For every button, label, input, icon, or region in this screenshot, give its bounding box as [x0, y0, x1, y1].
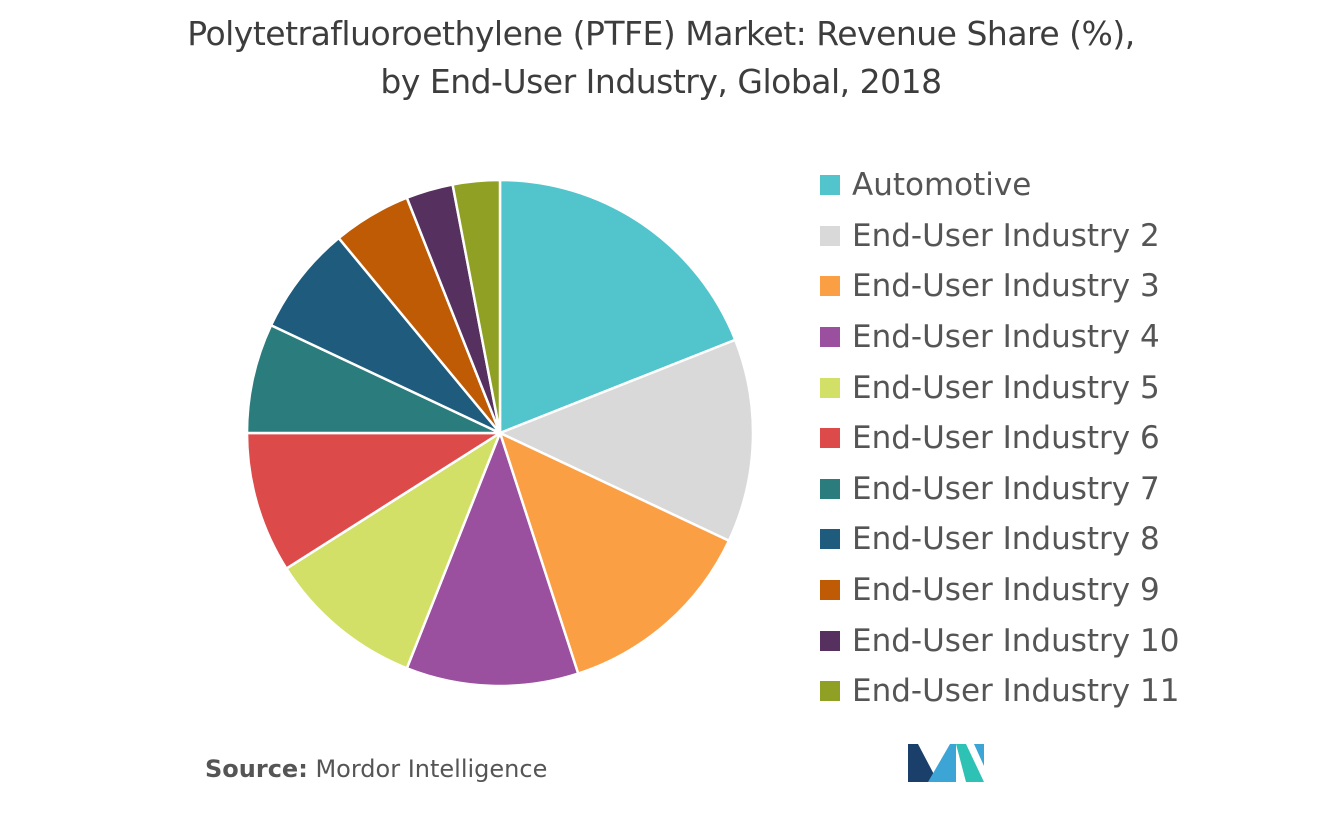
legend-label: End-User Industry 5 — [852, 369, 1160, 406]
legend-item-1: Automotive — [820, 160, 1320, 211]
legend-item-8: End-User Industry 8 — [820, 514, 1320, 565]
legend-swatch — [820, 630, 840, 651]
pie-slice-2 — [498, 338, 755, 542]
source-label: Source: — [205, 755, 308, 783]
legend-swatch — [820, 327, 840, 348]
legend-swatch — [820, 225, 840, 246]
chart-legend: Automotive End-User Industry 2 End-User In… — [820, 160, 1320, 717]
legend-label: Automotive — [852, 167, 1032, 204]
legend-item-5: End-User Industry 5 — [820, 362, 1320, 413]
chart-title: Polytetrafluoroethylene (PTFE) Market: R… — [0, 10, 1322, 106]
chart-title-line-1: Polytetrafluoroethylene (PTFE) Market: R… — [187, 14, 1135, 53]
legend-label: End-User Industry 9 — [852, 572, 1160, 609]
legend-swatch — [820, 681, 840, 702]
legend-label: End-User Industry 2 — [852, 217, 1160, 254]
pie-slice-7 — [245, 324, 502, 435]
legend-swatch — [820, 428, 840, 449]
legend-label: End-User Industry 6 — [852, 420, 1160, 457]
legend-swatch — [820, 529, 840, 550]
pie-chart — [245, 178, 755, 688]
legend-swatch — [820, 276, 840, 297]
legend-swatch — [820, 478, 840, 499]
legend-item-11: End-User Industry 11 — [820, 666, 1320, 717]
chart-title-line-2: by End-User Industry, Global, 2018 — [380, 62, 942, 101]
legend-item-10: End-User Industry 10 — [820, 615, 1320, 666]
legend-label: End-User Industry 10 — [852, 622, 1180, 659]
source-note: Source: Mordor Intelligence — [205, 755, 547, 783]
legend-item-7: End-User Industry 7 — [820, 464, 1320, 515]
legend-item-9: End-User Industry 9 — [820, 565, 1320, 616]
legend-item-4: End-User Industry 4 — [820, 312, 1320, 363]
pie-slice-1 — [498, 178, 737, 435]
legend-item-2: End-User Industry 2 — [820, 211, 1320, 262]
legend-swatch — [820, 580, 840, 601]
legend-swatch — [820, 377, 840, 398]
legend-label: End-User Industry 3 — [852, 268, 1160, 305]
legend-item-3: End-User Industry 3 — [820, 261, 1320, 312]
pie-slice-6 — [245, 431, 502, 570]
pie-slice-11 — [451, 178, 502, 435]
pie-slice-3 — [498, 431, 731, 675]
mordor-intelligence-logo — [908, 744, 984, 782]
source-value: Mordor Intelligence — [315, 755, 548, 783]
legend-label: End-User Industry 8 — [852, 521, 1160, 558]
legend-swatch — [820, 175, 840, 196]
pie-slice-8 — [269, 236, 502, 435]
legend-item-6: End-User Industry 6 — [820, 413, 1320, 464]
legend-label: End-User Industry 11 — [852, 673, 1180, 710]
legend-label: End-User Industry 7 — [852, 470, 1160, 507]
legend-label: End-User Industry 4 — [852, 319, 1160, 356]
pie-slice-4 — [405, 431, 580, 688]
pie-slice-5 — [285, 431, 502, 670]
